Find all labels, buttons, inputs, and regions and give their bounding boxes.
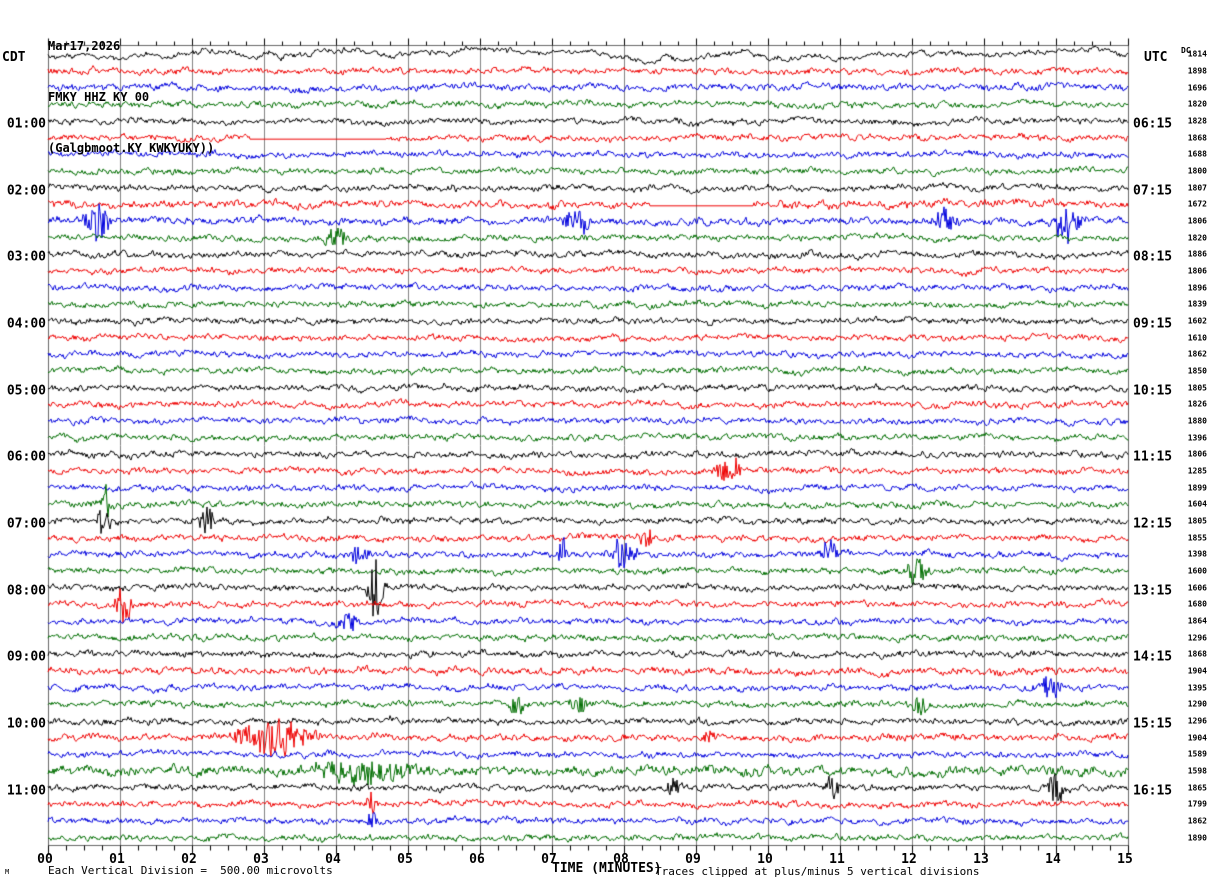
dc-value: 1904 [1187,733,1207,743]
x-axis-title: TIME (MINUTES) [552,861,662,876]
minute-tick-label: 13 [973,852,989,867]
minute-tick-label: 15 [1117,852,1133,867]
dc-value: 1398 [1187,549,1207,559]
dc-value: 1296 [1187,716,1207,726]
dc-value: 1688 [1187,149,1207,159]
dc-value: 1290 [1187,699,1207,709]
left-time-label: 11:00 [6,783,46,799]
dc-value: 1598 [1187,766,1207,776]
dc-value: 1672 [1187,199,1207,209]
dc-value: 1820 [1187,99,1207,109]
left-timezone-label: CDT [2,50,26,65]
dc-value: 1865 [1187,783,1207,793]
minute-tick-label: 02 [181,852,197,867]
right-timezone-label: UTC [1144,50,1168,65]
header: Mar17,2026 FMKY HHZ KY 00 (Galgbmoot.KY … [48,2,214,193]
dc-value: 1898 [1187,66,1207,76]
dc-value: 1395 [1187,683,1207,693]
dc-value: 1868 [1187,649,1207,659]
minute-tick-label: 14 [1045,852,1061,867]
scale-note: Each Vertical Division = 500.00 microvol… [48,864,333,877]
left-time-label: 06:00 [6,449,46,465]
header-location: (Galgbmoot.KY KWKYUKY)) [48,141,215,155]
dc-value: 1839 [1187,299,1207,309]
left-time-label: 02:00 [6,183,46,199]
dc-value: 1868 [1187,133,1207,143]
dc-value: 1800 [1187,166,1207,176]
dc-value: 1850 [1187,366,1207,376]
dc-value: 1806 [1187,266,1207,276]
minute-tick-label: 09 [685,852,701,867]
minute-tick-label: 11 [829,852,845,867]
dc-value: 1606 [1187,583,1207,593]
dc-value: 1814 [1187,49,1207,59]
left-time-label: 01:00 [6,116,46,132]
left-time-label: 07:00 [6,516,46,532]
header-date: Mar17,2026 [48,39,121,53]
right-time-label: 15:15 [1133,716,1173,732]
right-time-label: 08:15 [1133,249,1173,265]
minute-tick-label: 03 [253,852,269,867]
minute-tick-label: 08 [613,852,629,867]
dc-value: 1899 [1187,483,1207,493]
dc-value: 1862 [1187,349,1207,359]
dc-value: 1826 [1187,399,1207,409]
dc-value: 1896 [1187,283,1207,293]
dc-value: 1600 [1187,566,1207,576]
dc-value: 1589 [1187,749,1207,759]
dc-value: 1828 [1187,116,1207,126]
dc-value: 1799 [1187,799,1207,809]
minute-tick-label: 05 [397,852,413,867]
left-time-label: 08:00 [6,583,46,599]
minute-tick-label: 10 [757,852,773,867]
right-time-label: 07:15 [1133,183,1173,199]
left-time-label: 09:00 [6,649,46,665]
dc-value: 1807 [1187,183,1207,193]
minute-tick-label: 12 [901,852,917,867]
dc-value: 1806 [1187,216,1207,226]
dc-value: 1820 [1187,233,1207,243]
clip-note: Traces clipped at plus/minus 5 vertical … [655,865,980,878]
minute-tick-label: 07 [541,852,557,867]
left-time-label: 04:00 [6,316,46,332]
right-time-label: 10:15 [1133,383,1173,399]
minute-tick-label: 04 [325,852,341,867]
dc-value: 1880 [1187,416,1207,426]
dc-value: 1864 [1187,616,1207,626]
right-time-label: 12:15 [1133,516,1173,532]
minute-tick-label: 01 [109,852,125,867]
dc-value: 1285 [1187,466,1207,476]
dc-column-header: DC [1181,46,1191,55]
minute-tick-label: 06 [469,852,485,867]
dc-value: 1696 [1187,83,1207,93]
dc-value: 1604 [1187,499,1207,509]
header-station: FMKY HHZ KY 00 [48,90,150,104]
right-time-label: 11:15 [1133,449,1173,465]
dc-value: 1855 [1187,533,1207,543]
watermark: M [5,868,10,876]
right-time-label: 14:15 [1133,649,1173,665]
dc-value: 1396 [1187,433,1207,443]
dc-value: 1602 [1187,316,1207,326]
right-time-label: 13:15 [1133,583,1173,599]
dc-value: 1296 [1187,633,1207,643]
dc-value: 1862 [1187,816,1207,826]
dc-value: 1805 [1187,516,1207,526]
dc-value: 1680 [1187,599,1207,609]
dc-value: 1890 [1187,833,1207,843]
left-time-label: 10:00 [6,716,46,732]
dc-value: 1806 [1187,449,1207,459]
dc-value: 1904 [1187,666,1207,676]
right-time-label: 16:15 [1133,783,1173,799]
right-time-label: 06:15 [1133,116,1173,132]
left-time-label: 03:00 [6,249,46,265]
right-time-label: 09:15 [1133,316,1173,332]
dc-value: 1805 [1187,383,1207,393]
left-time-label: 05:00 [6,383,46,399]
minute-tick-label: 00 [37,852,53,867]
dc-value: 1610 [1187,333,1207,343]
dc-value: 1886 [1187,249,1207,259]
